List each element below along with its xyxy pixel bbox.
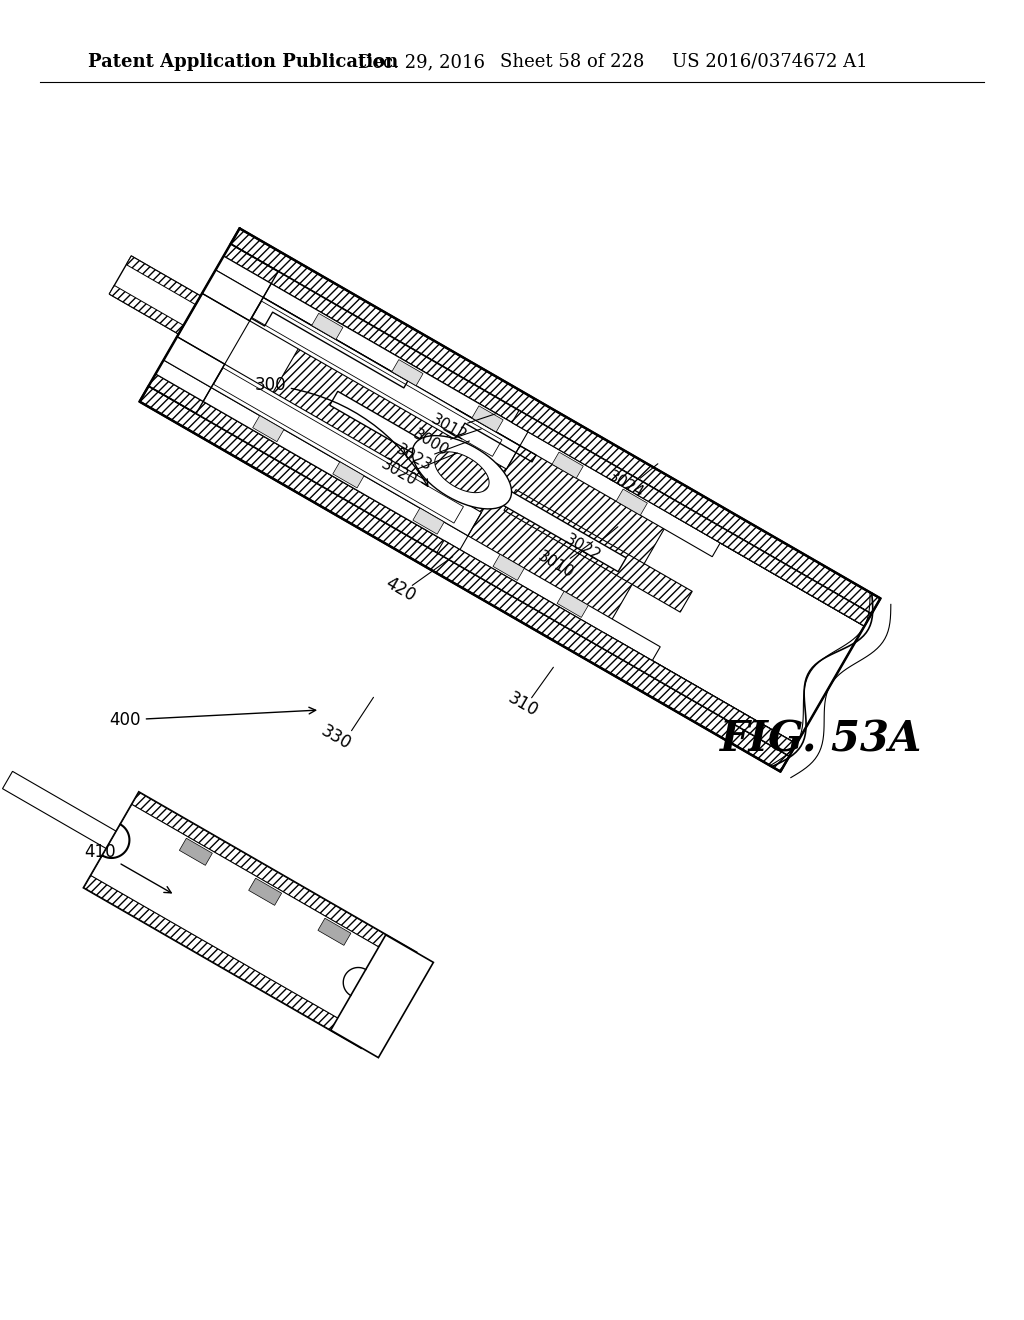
Polygon shape [333, 462, 365, 488]
Text: Sheet 58 of 228: Sheet 58 of 228 [500, 53, 644, 71]
Polygon shape [512, 411, 871, 626]
Polygon shape [139, 385, 790, 772]
Text: 310: 310 [505, 689, 542, 721]
Polygon shape [156, 256, 864, 744]
Text: 410: 410 [84, 843, 171, 892]
Polygon shape [472, 405, 503, 432]
Polygon shape [216, 256, 720, 557]
Text: 3020: 3020 [378, 457, 419, 490]
Polygon shape [437, 540, 797, 756]
Text: US 2016/0374672 A1: US 2016/0374672 A1 [672, 53, 867, 71]
Polygon shape [179, 838, 212, 866]
Text: 3010: 3010 [535, 549, 575, 581]
Polygon shape [552, 451, 584, 478]
Text: 420: 420 [382, 574, 419, 606]
Polygon shape [132, 792, 416, 965]
Polygon shape [126, 256, 201, 305]
Polygon shape [435, 451, 489, 492]
Polygon shape [249, 878, 282, 906]
Text: 330: 330 [318, 722, 354, 754]
Polygon shape [156, 360, 660, 660]
Polygon shape [392, 359, 423, 385]
Polygon shape [672, 503, 871, 626]
Polygon shape [616, 490, 647, 515]
Text: 3022: 3022 [562, 532, 603, 564]
Text: 3012: 3012 [428, 412, 469, 444]
Polygon shape [597, 632, 797, 756]
Polygon shape [311, 313, 343, 339]
Polygon shape [202, 271, 520, 469]
Polygon shape [110, 285, 183, 334]
Polygon shape [331, 935, 433, 1057]
Polygon shape [223, 244, 871, 626]
Polygon shape [330, 391, 626, 572]
Polygon shape [413, 508, 444, 535]
Text: 3024: 3024 [605, 469, 646, 502]
Polygon shape [214, 368, 464, 523]
Text: 3000: 3000 [410, 426, 451, 459]
Polygon shape [493, 554, 524, 581]
Polygon shape [317, 919, 351, 945]
Polygon shape [164, 337, 481, 536]
Polygon shape [252, 301, 502, 457]
Polygon shape [91, 804, 409, 1035]
Text: 3023: 3023 [393, 442, 434, 474]
Polygon shape [504, 490, 692, 612]
Polygon shape [252, 312, 672, 632]
Polygon shape [148, 374, 797, 756]
Text: 300: 300 [254, 376, 428, 486]
Polygon shape [413, 436, 512, 510]
Polygon shape [230, 228, 881, 614]
Polygon shape [84, 792, 416, 1048]
Text: 400: 400 [110, 708, 315, 729]
Polygon shape [557, 591, 589, 618]
Polygon shape [253, 416, 284, 442]
Text: Dec. 29, 2016: Dec. 29, 2016 [358, 53, 485, 71]
Polygon shape [110, 256, 201, 334]
Polygon shape [84, 875, 368, 1048]
Polygon shape [2, 771, 117, 849]
Text: Patent Application Publication: Patent Application Publication [88, 53, 398, 71]
Text: FIG. 53A: FIG. 53A [720, 719, 923, 762]
